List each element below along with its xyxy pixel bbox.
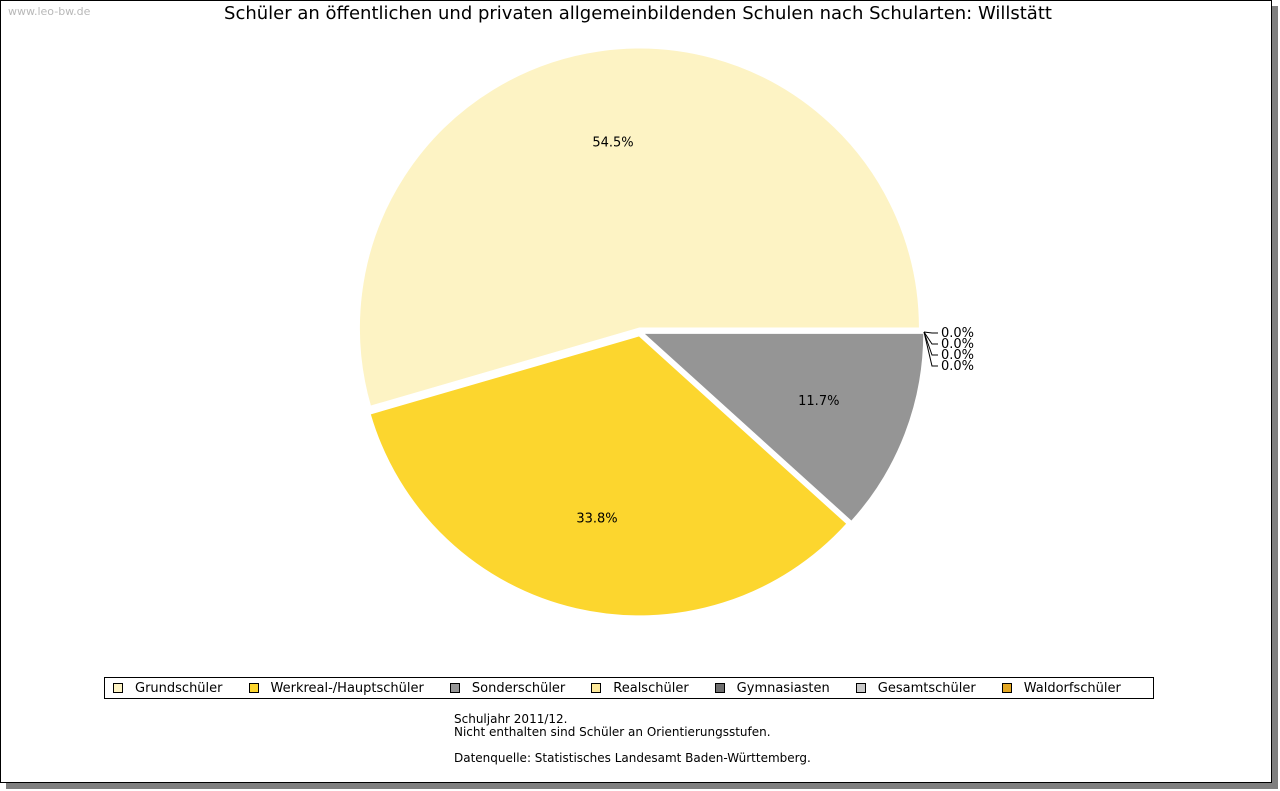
- legend-label: Werkreal-/Hauptschüler: [270, 680, 424, 696]
- legend-swatch: [1001, 683, 1012, 693]
- chart-title: Schüler an öffentlichen und privaten all…: [224, 3, 1052, 24]
- leader-line-realschüler: [923, 331, 938, 334]
- data-label-waldorfschüler: 0.0%: [941, 359, 974, 374]
- data-label-werkreal-hauptschüler: 33.8%: [576, 512, 617, 527]
- legend-label: Realschüler: [613, 680, 689, 696]
- chart-notes: Schuljahr 2011/12. Nicht enthalten sind …: [454, 713, 811, 765]
- pie-chart: 54.5%33.8%11.7%0.0%0.0%0.0%0.0%: [358, 47, 974, 617]
- legend-item-werkreal-hauptschüler: Werkreal-/Hauptschüler: [248, 680, 424, 696]
- legend-label: Waldorfschüler: [1023, 680, 1121, 696]
- watermark: www.leo-bw.de: [8, 5, 91, 18]
- legend-label: Grundschüler: [135, 680, 223, 696]
- legend-item-realschüler: Realschüler: [591, 680, 689, 696]
- leader-line-waldorfschüler: [923, 331, 938, 367]
- data-label-sonderschüler: 11.7%: [798, 394, 839, 409]
- leader-line-gymnasiasten: [923, 331, 938, 345]
- legend-item-gesamtschüler: Gesamtschüler: [855, 680, 976, 696]
- legend-item-sonderschüler: Sonderschüler: [449, 680, 566, 696]
- legend-swatch: [714, 683, 725, 693]
- legend-label: Sonderschüler: [471, 680, 566, 696]
- legend-swatch: [113, 683, 123, 693]
- legend-item-waldorfschüler: Waldorfschüler: [1001, 680, 1121, 696]
- legend-label: Gesamtschüler: [877, 680, 976, 696]
- legend-item-gymnasiasten: Gymnasiasten: [714, 680, 830, 696]
- legend-swatch: [855, 683, 866, 693]
- legend-swatch: [449, 683, 460, 693]
- data-label-grundschüler: 54.5%: [592, 135, 633, 150]
- pie-slice-werkreal-hauptschüler: [369, 335, 848, 617]
- data-label-gymnasiasten: 0.0%: [941, 337, 974, 352]
- pie-slice-grundschüler: [358, 47, 920, 407]
- pie-slice-sonderschüler: [642, 332, 925, 522]
- data-label-gesamtschüler: 0.0%: [941, 348, 974, 363]
- note-school-year: Schuljahr 2011/12.: [454, 712, 568, 726]
- legend-item-grundschüler: Grundschüler: [113, 681, 223, 696]
- legend-swatch: [591, 683, 602, 693]
- legend-swatch: [248, 683, 259, 693]
- data-label-realschüler: 0.0%: [941, 326, 974, 341]
- note-exclusion: Nicht enthalten sind Schüler an Orientie…: [454, 725, 771, 739]
- legend: Grundschüler Werkreal-/Hauptschüler Sonder…: [104, 677, 1154, 699]
- note-data-source: Datenquelle: Statistisches Landesamt Bad…: [454, 751, 811, 765]
- leader-line-gesamtschüler: [923, 331, 938, 356]
- legend-label: Gymnasiasten: [736, 680, 830, 696]
